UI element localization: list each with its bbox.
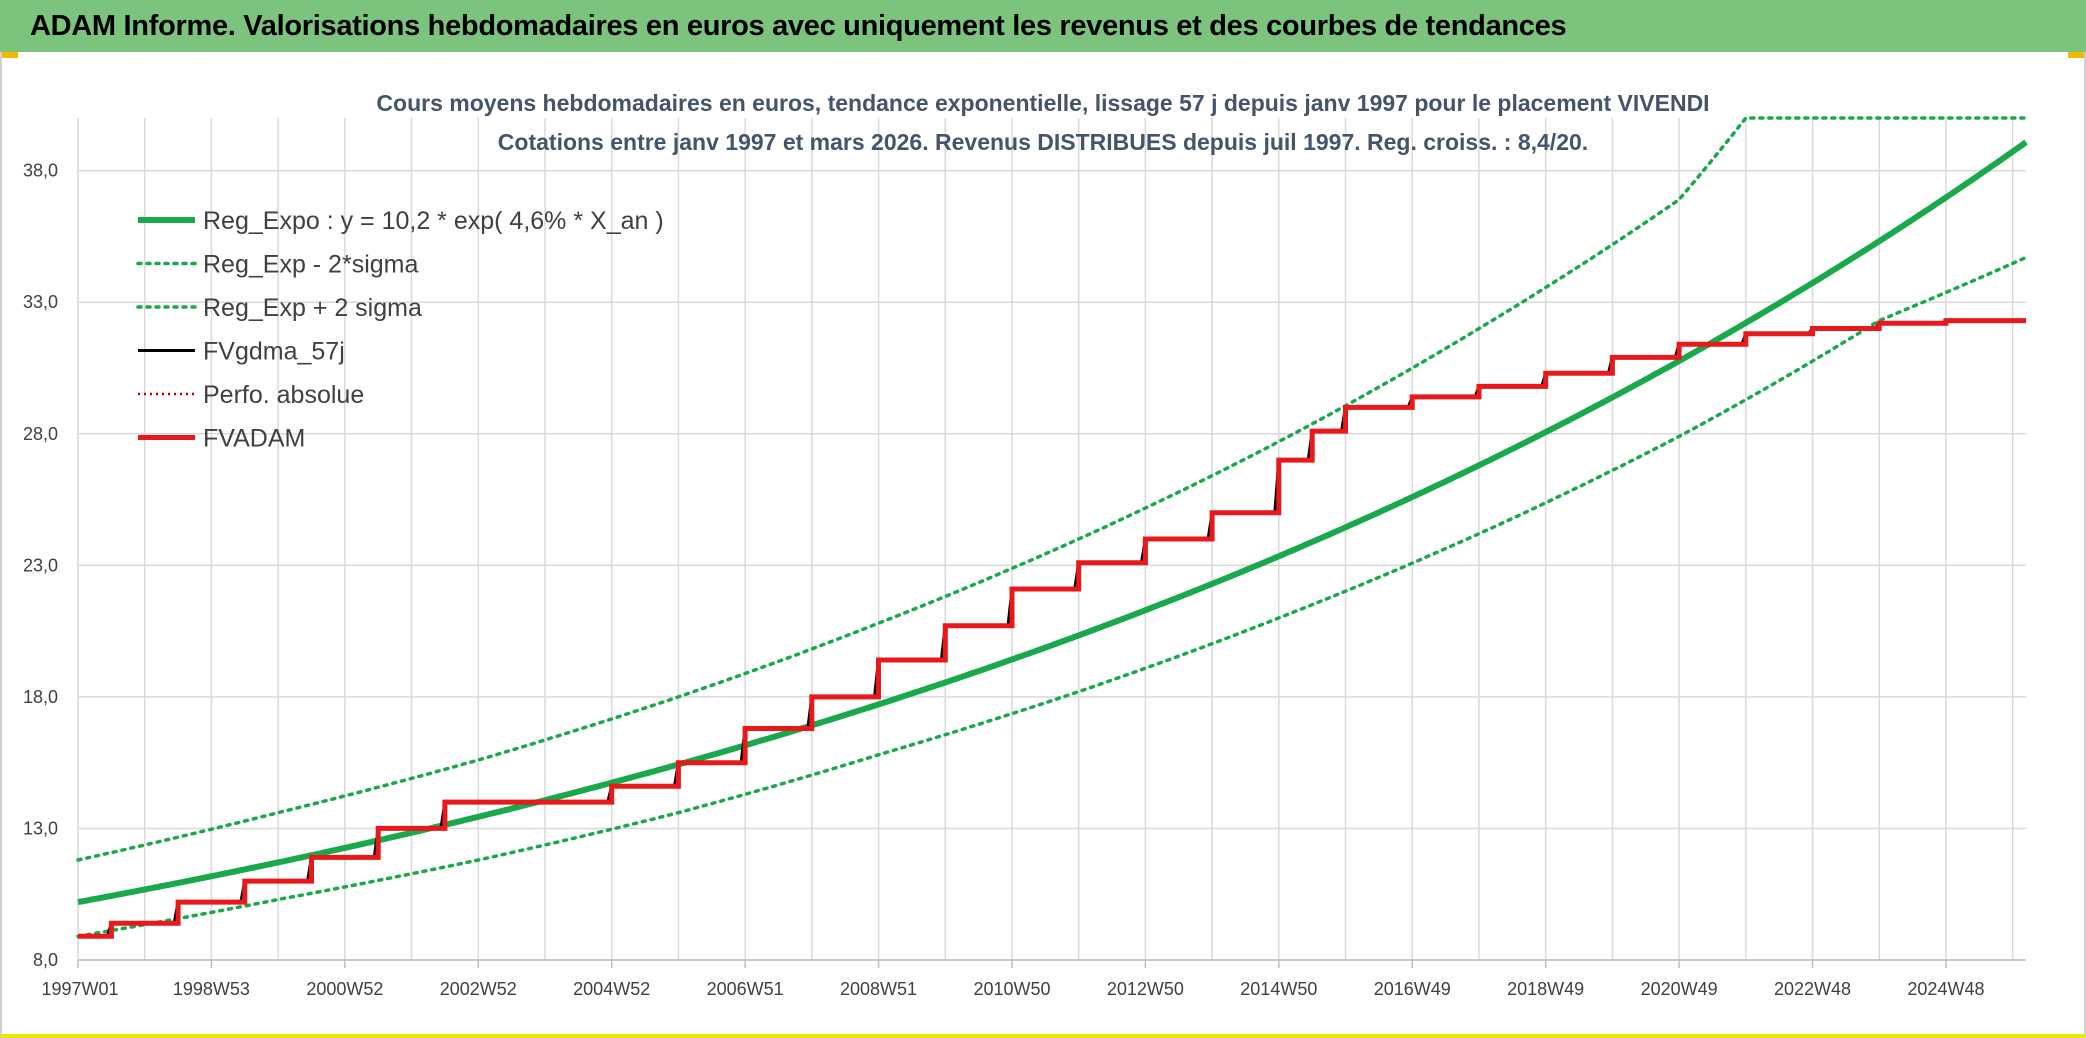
corner-marker-left <box>0 52 18 58</box>
y-tick-label: 23,0 <box>23 555 58 575</box>
x-tick-label: 2016W49 <box>1374 979 1451 999</box>
chart-frame <box>0 52 2086 1038</box>
y-tick-label: 33,0 <box>23 292 58 312</box>
grid-lines <box>77 118 2026 961</box>
x-axis: 1997W01 1998W53 2000W52 2002W52 2004W52 2006W… <box>41 960 1984 999</box>
legend-label-2: Reg_Exp + 2 sigma <box>203 294 422 322</box>
chart-title-line-2: Cotations entre janv 1997 et mars 2026. … <box>498 129 1588 155</box>
legend-label-0: Reg_Expo : y = 10,2 * exp( 4,6% * X_an ) <box>203 207 664 235</box>
legend-label-3: FVgdma_57j <box>203 338 345 366</box>
x-tick-label: 2022W48 <box>1774 979 1851 999</box>
y-tick-label: 8,0 <box>33 950 58 970</box>
x-tick-label: 2002W52 <box>440 979 517 999</box>
corner-marker-right <box>2068 52 2086 58</box>
series-line-2 <box>76 116 2028 862</box>
series-line-1 <box>76 255 2028 939</box>
y-axis: 8,0 13,0 18,0 23,0 28,0 33,0 38,0 <box>23 161 58 970</box>
x-tick-label: 2000W52 <box>306 979 383 999</box>
y-tick-label: 13,0 <box>23 818 58 838</box>
x-tick-label: 2024W48 <box>1907 979 1984 999</box>
chart-title-line-1: Cours moyens hebdomadaires en euros, ten… <box>376 90 1709 116</box>
report-title: ADAM Informe. Valorisations hebdomadaire… <box>30 9 1567 42</box>
series-line-5 <box>78 318 2026 939</box>
y-tick-label: 28,0 <box>23 424 58 444</box>
legend: Reg_Expo : y = 10,2 * exp( 4,6% * X_an )… <box>136 207 664 453</box>
x-tick-label: 2014W50 <box>1240 979 1317 999</box>
x-tick-label: 1997W01 <box>41 979 118 999</box>
x-tick-label: 2010W50 <box>973 979 1050 999</box>
legend-label-5: FVADAM <box>203 425 305 453</box>
x-tick-label: 2008W51 <box>840 979 917 999</box>
x-tick-label: 2004W52 <box>573 979 650 999</box>
series-line-0 <box>77 139 2028 906</box>
x-tick-label: 2012W50 <box>1107 979 1184 999</box>
y-tick-label: 38,0 <box>23 161 58 181</box>
report-banner: ADAM Informe. Valorisations hebdomadaire… <box>0 0 2086 52</box>
legend-label-4: Perfo. absolue <box>203 381 364 409</box>
x-tick-label: 2020W49 <box>1641 979 1718 999</box>
x-tick-label: 2006W51 <box>707 979 784 999</box>
x-tick-label: 1998W53 <box>173 979 250 999</box>
x-tick-label: 2018W49 <box>1507 979 1584 999</box>
y-tick-label: 18,0 <box>23 687 58 707</box>
series-lines <box>76 116 2028 939</box>
legend-label-1: Reg_Exp - 2*sigma <box>203 251 418 279</box>
